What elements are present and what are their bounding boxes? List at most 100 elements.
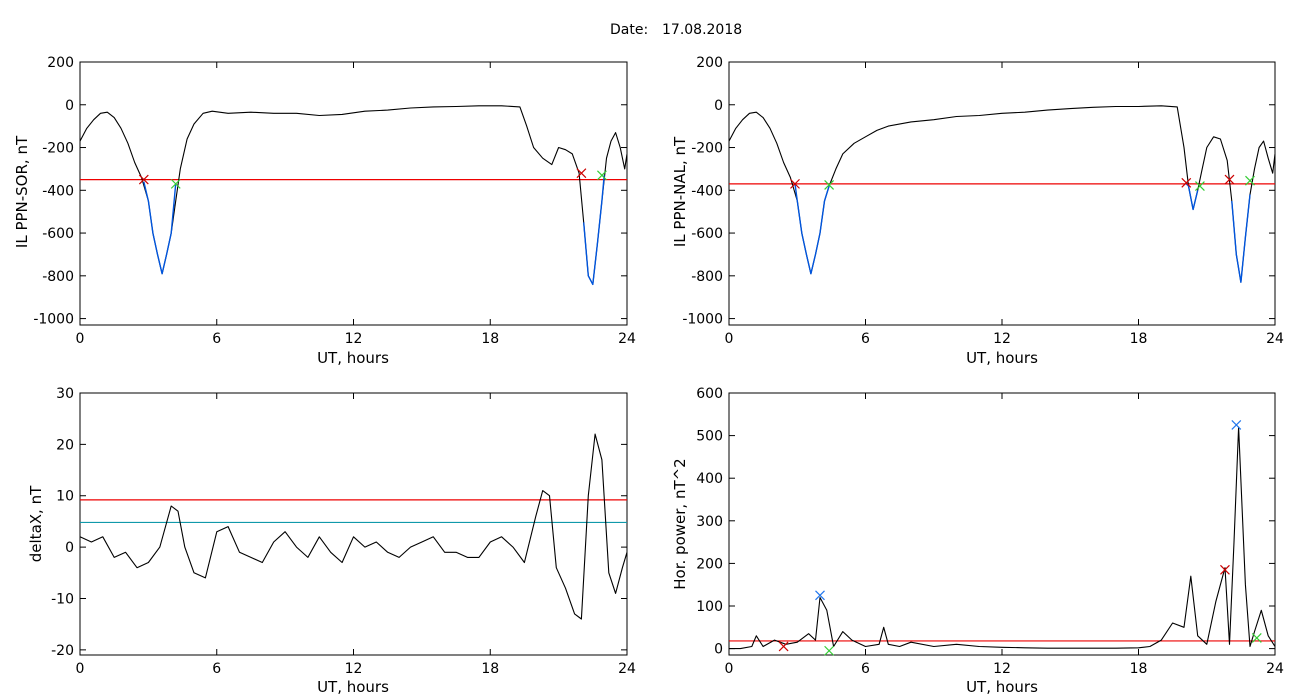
il-sor-ytick-label: -200 (42, 141, 74, 157)
panel-il-nal: IL PPN-NAL, nT UT, hours 0 6 12 18 24 200 0 -20… (671, 55, 1284, 367)
il-sor-start-marker (138, 174, 149, 185)
il-nal-ytick-label: 200 (696, 55, 723, 71)
hor-power-peak-marker-stroke-b (815, 590, 825, 601)
il-nal-end-marker (1245, 175, 1255, 186)
hor-power-xtick-label: 6 (861, 661, 870, 677)
xlabel-hor-power: UT, hours (966, 678, 1038, 696)
date-label: Date: (610, 22, 648, 38)
il-sor-start-marker (576, 168, 587, 179)
il-sor-xtick-label: 24 (618, 331, 636, 347)
deltax-ytick-label: 10 (56, 489, 74, 505)
il-sor-ytick-label: -800 (42, 269, 74, 285)
il-nal-start-marker (1224, 174, 1235, 185)
il-sor-ytick-label: -400 (42, 183, 74, 199)
panel-deltax: deltaX, nT UT, hours 0 6 12 18 24 30 20 10 0 -10 -… (27, 386, 636, 696)
il-nal-ytick-label: -1000 (682, 312, 723, 328)
hor-power-end-marker-stroke-b (824, 645, 835, 656)
deltax-ytick-label: 20 (56, 437, 74, 453)
hor-power-ytick-label: 0 (714, 642, 723, 658)
il-nal-xtick-label: 0 (725, 331, 734, 347)
hor-power-end-marker (1251, 633, 1262, 643)
il-nal-event-segment (794, 183, 830, 275)
il-nal-xtick-label: 18 (1130, 331, 1148, 347)
deltax-trace (79, 433, 628, 620)
il-sor-start-marker-stroke-b (138, 174, 149, 185)
il-nal-start-marker-stroke-b (790, 178, 800, 189)
il-sor-end-marker-stroke-b (170, 178, 181, 189)
il-nal-ytick-label: 0 (714, 98, 723, 114)
hor-power-peak-marker (815, 590, 825, 601)
hor-power-start-marker (1220, 564, 1230, 575)
il-sor-end-marker (597, 170, 607, 181)
ylabel-il-nal: IL PPN-NAL, nT (671, 136, 689, 247)
il-nal-event-segment (1231, 194, 1251, 283)
hor-power-peak-marker-stroke-b (1231, 420, 1242, 430)
il-nal-end-marker-stroke-b (824, 180, 835, 190)
ylabel-deltax: deltaX, nT (27, 485, 45, 562)
il-nal-start-marker-stroke-b (1181, 177, 1192, 188)
il-nal-trace (728, 105, 1276, 283)
deltax-ytick-label: -10 (51, 591, 74, 607)
il-nal-ytick-label: -800 (691, 269, 723, 285)
deltax-xtick-label: 12 (345, 661, 363, 677)
hor-power-ytick-label: 600 (696, 386, 723, 402)
il-nal-ytick-label: -400 (691, 183, 723, 199)
deltax-xtick-label: 0 (76, 661, 85, 677)
il-nal-end-marker-stroke-b (1195, 181, 1205, 191)
ylabel-hor-power: Hor. power, nT^2 (671, 458, 689, 589)
deltax-xtick-label: 18 (481, 661, 499, 677)
il-sor-start-marker-stroke-b (576, 168, 587, 179)
il-sor-xtick-label: 12 (345, 331, 363, 347)
hor-power-peak-marker (1231, 420, 1242, 430)
il-nal-start-marker (1181, 177, 1192, 188)
il-sor-event-segment (583, 175, 605, 286)
hor-power-ytick-label: 400 (696, 471, 723, 487)
il-sor-ytick-label: 0 (65, 98, 74, 114)
date-value: 17.08.2018 (662, 22, 742, 38)
il-sor-event-segment (143, 181, 177, 275)
deltax-xtick-label: 6 (212, 661, 221, 677)
deltax-ytick-label: 0 (65, 540, 74, 556)
il-sor-ytick-label: 200 (47, 55, 74, 71)
hor-power-end-marker (824, 645, 835, 656)
hor-power-ytick-label: 500 (696, 429, 723, 445)
il-sor-ytick-label: -1000 (33, 312, 74, 328)
ylabel-il-sor: IL PPN-SOR, nT (13, 135, 31, 248)
hor-power-end-marker-stroke-b (1251, 633, 1262, 643)
hor-power-start-marker-stroke-b (1220, 564, 1230, 575)
hor-power-xtick-label: 0 (725, 661, 734, 677)
hor-power-trace (729, 426, 1276, 650)
il-nal-start-marker (790, 178, 800, 189)
il-nal-xtick-label: 24 (1266, 331, 1284, 347)
il-nal-xtick-label: 6 (861, 331, 870, 347)
deltax-ytick-label: 30 (56, 386, 74, 402)
panel-hor-power: Hor. power, nT^2 UT, hours 0 6 12 18 24 600 50… (671, 386, 1284, 696)
hor-power-xtick-label: 18 (1130, 661, 1148, 677)
il-nal-xtick-label: 12 (993, 331, 1011, 347)
xlabel-deltax: UT, hours (317, 678, 389, 696)
xlabel-il-sor: UT, hours (317, 349, 389, 367)
panel-il-sor: IL PPN-SOR, nT UT, hours 0 6 12 18 24 200 0 -20… (13, 55, 636, 367)
il-sor-xtick-label: 6 (212, 331, 221, 347)
il-nal-ytick-label: -200 (691, 141, 723, 157)
hor-power-ytick-label: 300 (696, 514, 723, 530)
il-sor-ytick-label: -600 (42, 226, 74, 242)
il-nal-end-marker (824, 180, 835, 190)
hor-power-ytick-label: 100 (696, 599, 723, 615)
il-sor-end-marker-stroke-b (597, 170, 607, 181)
il-sor-end-marker (170, 178, 181, 189)
il-nal-end-marker-stroke-b (1245, 175, 1255, 186)
hor-power-ytick-label: 200 (696, 556, 723, 572)
il-nal-event-segment (1185, 183, 1199, 211)
hor-power-start-marker-stroke-b (778, 641, 789, 652)
hor-power-start-marker (778, 641, 789, 652)
il-nal-start-marker-stroke-b (1224, 174, 1235, 185)
il-sor-trace (79, 105, 628, 285)
il-sor-frame (79, 61, 628, 326)
deltax-frame (79, 392, 628, 656)
il-sor-xtick-label: 0 (76, 331, 85, 347)
il-nal-end-marker (1195, 181, 1205, 191)
il-nal-frame (728, 61, 1276, 326)
hor-power-xtick-label: 24 (1266, 661, 1284, 677)
